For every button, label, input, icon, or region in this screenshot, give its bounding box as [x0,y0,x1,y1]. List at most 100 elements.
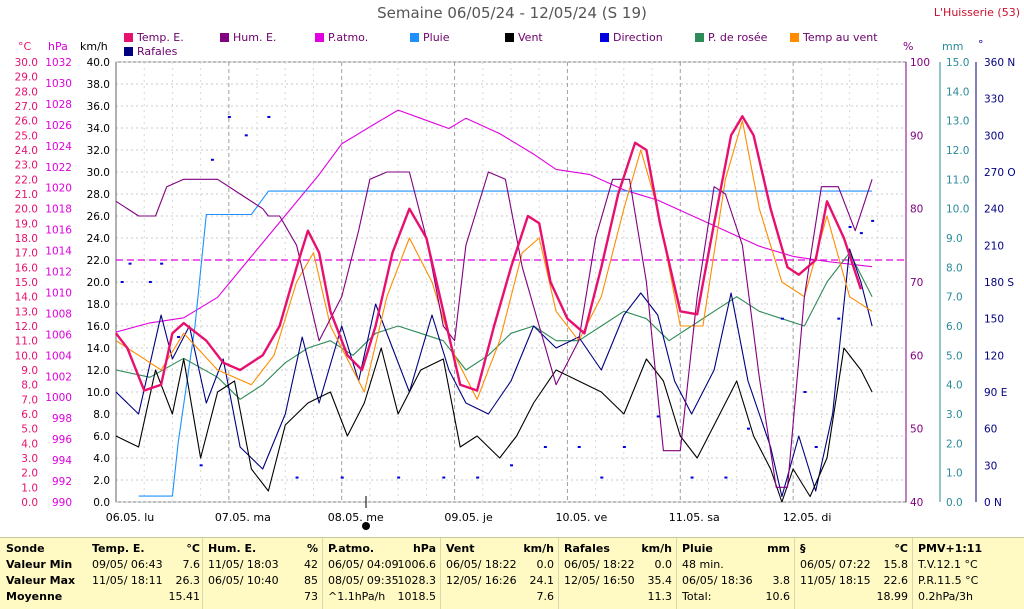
series-line-temp-au-vent [115,120,873,400]
stats-cell: 09/05/ 06:43 7.6 [92,557,200,573]
direction-point [295,476,299,479]
chart-title: Semaine 06/05/24 - 12/05/24 (S 19) [377,4,647,22]
stats-cell-label: Hum. E. [208,542,257,555]
tick-label-temp: 0.0 [21,497,38,509]
stats-cell-label: 06/05/ 07:22 [800,558,871,571]
stats-cell-value: 11.3 [647,590,673,603]
stats-cell: T.V.12.1 °C [918,557,1018,573]
tick-label-temp: 11.0 [15,336,38,348]
stats-cell-value: 42 [304,558,318,571]
tick-label-pct: 100 [910,57,930,69]
tick-label-kmh: 10.0 [87,387,110,399]
stats-cell: ^1.1hPa/h 1018.5 [328,589,436,605]
tick-label-mm: 13.0 [946,116,969,128]
tick-label-pct: 50 [910,424,923,436]
stats-cell-label: 06/05/ 18:22 [446,558,517,571]
tick-label-deg: 330 [984,94,1004,106]
direction-point [128,262,132,265]
tick-label-hpa: 1022 [45,162,72,174]
tick-label-hpa: 1012 [45,267,72,279]
column-separator [322,538,323,609]
stats-row-labels: Sonde Valeur Min Valeur Max Moyenne [6,538,88,609]
legend-item-temp-vent: Temp au vent [790,31,878,44]
stats-column: § °C 06/05/ 07:22 15.8 11/05/ 18:15 22.6 18.99 [800,538,908,609]
tick-label-pct: 90 [910,130,923,142]
stats-cell-label: 11/05/ 18:03 [208,558,279,571]
unit-kmh: km/h [80,40,108,53]
direction-point [199,464,203,467]
legend-item-temp: Temp. E. [124,31,184,44]
unit-temp: °C [18,40,32,53]
stats-header: P.atmo. hPa [328,541,436,557]
direction-point [244,134,248,137]
stats-column: Vent km/h 06/05/ 18:22 0.0 12/05/ 16:26 24.1 7… [446,538,554,609]
stats-cell-value: 1006.6 [397,558,437,571]
tick-label-kmh: 28.0 [87,189,110,201]
tick-label-hpa: 1020 [45,183,72,195]
tick-label-kmh: 14.0 [87,343,110,355]
tick-label-temp: 23.0 [15,160,38,172]
stats-cell: 11.3 [564,589,673,605]
series-line-rafales [115,248,873,498]
stats-cell: 73 [208,589,318,605]
stats-header: Temp. E. °C [92,541,200,557]
tick-label-hpa: 994 [52,455,72,467]
tick-label-kmh: 8.0 [93,409,110,421]
tick-label-temp: 17.0 [15,248,38,260]
stats-cell-value: 0.0 [536,558,555,571]
stats-cell: 18.99 [800,589,909,605]
tick-label-mm: 14.0 [946,86,969,98]
column-separator [676,538,677,609]
tick-label-mm: 1.0 [946,468,963,480]
tick-label-hpa: 1026 [45,120,72,132]
x-tick-label-day: 12.05. di [783,511,832,524]
series-line-p-de-ros-e [115,252,873,400]
stats-cell-value: 15.41 [168,590,201,603]
tick-label-temp: 6.0 [21,409,38,421]
legend-item-direction: Direction [600,31,663,44]
stats-cell-value: 10.6 [765,590,791,603]
tick-label-deg: 30 [984,460,997,472]
tick-label-mm: 9.0 [946,233,963,245]
stats-table: Sonde Valeur Min Valeur Max Moyenne Temp… [0,537,1024,609]
tick-label-mm: 2.0 [946,438,963,450]
tick-label-mm: 11.0 [946,174,969,186]
stats-cell: 48 min. [682,557,790,573]
stats-header: Vent km/h [446,541,554,557]
tick-label-temp: 26.0 [15,116,38,128]
tick-label-hpa: 1008 [45,308,72,320]
stats-header: Hum. E.% [208,541,318,557]
stats-cell: 11/05/ 18:03 42 [208,557,318,573]
tick-label-temp: 30.0 [15,57,38,69]
stats-cell: 11/05/ 18:15 22.6 [800,573,908,589]
direction-point [442,476,446,479]
stats-cell-value: 35.4 [647,574,673,587]
direction-point [747,427,750,430]
stats-cell-label: P.R.11.5 °C [918,574,979,587]
direction-point [476,476,480,479]
stats-cell-label: P.atmo. [328,542,375,555]
stats-header: PMV+1:11 [918,541,1018,557]
tick-label-temp: 15.0 [15,277,38,289]
tick-label-kmh: 26.0 [87,211,110,223]
stats-cell-value: km/h [523,542,554,555]
tick-label-mm: 10.0 [946,204,969,216]
x-tick-label-day: 08.05. me [328,511,384,524]
stats-column: PMV+1:11 T.V.12.1 °C P.R.11.5 °C 0.2hPa/3h [918,538,1018,609]
tick-label-hpa: 1024 [45,141,72,153]
tick-label-temp: 19.0 [15,218,38,230]
direction-point [724,476,728,479]
direction-point [340,476,344,479]
tick-label-temp: 29.0 [15,72,38,84]
stats-cell: 06/05/ 10:40 85 [208,573,318,589]
column-separator [202,538,203,609]
tick-label-temp: 14.0 [15,292,38,304]
tick-label-kmh: 34.0 [87,123,110,135]
stats-cell-label: 48 min. [682,558,724,571]
stats-cell-value: 73 [304,590,318,603]
series-line-vent [115,347,873,503]
tick-label-temp: 12.0 [15,321,38,333]
row-label-min: Valeur Min [6,558,73,571]
stats-cell-label: 06/05/ 10:40 [208,574,279,587]
stats-header: § °C [800,541,908,557]
